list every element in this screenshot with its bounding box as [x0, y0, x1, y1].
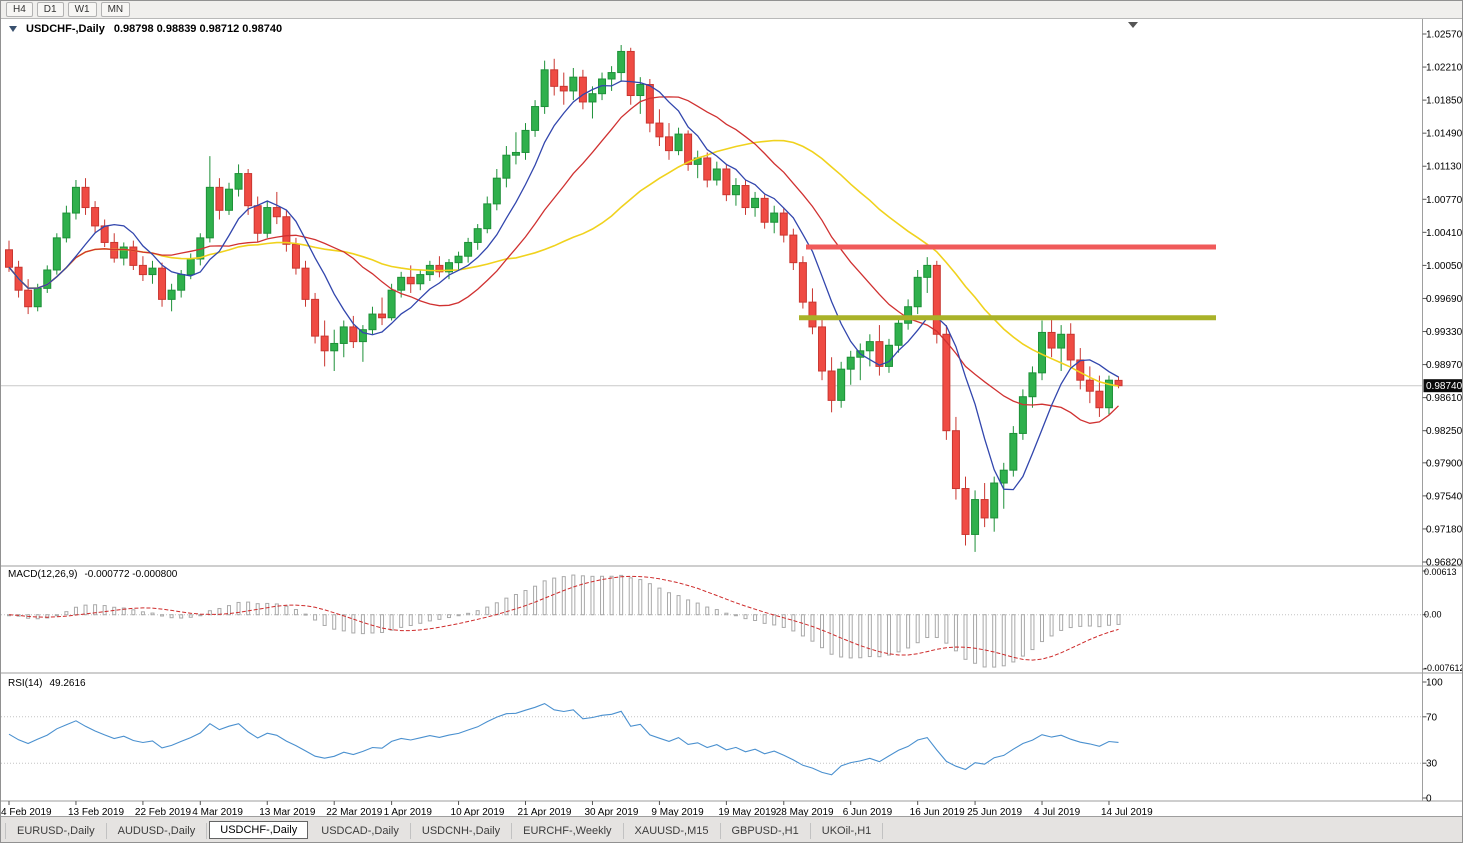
svg-text:16 Jun 2019: 16 Jun 2019: [910, 807, 965, 818]
svg-text:0.00613: 0.00613: [1424, 567, 1457, 577]
svg-text:1.02570: 1.02570: [1426, 30, 1463, 41]
svg-text:0.98610: 0.98610: [1426, 393, 1463, 404]
timeframe-button-mn[interactable]: MN: [100, 2, 131, 17]
svg-text:1.01850: 1.01850: [1426, 96, 1463, 107]
svg-text:1.00050: 1.00050: [1426, 261, 1463, 272]
svg-text:0.99330: 0.99330: [1426, 327, 1463, 338]
svg-text:1.02210: 1.02210: [1426, 63, 1463, 74]
svg-text:4 Jul 2019: 4 Jul 2019: [1034, 807, 1081, 818]
svg-text:1.01490: 1.01490: [1426, 129, 1463, 140]
svg-text:28 May 2019: 28 May 2019: [776, 807, 834, 818]
svg-text:0.97900: 0.97900: [1426, 458, 1463, 469]
rsi-line: [8, 702, 1119, 776]
rsi-axis[interactable]: 100 70 30 0: [1422, 678, 1444, 805]
svg-text:-0.0076122: -0.0076122: [1424, 663, 1463, 673]
svg-text:22 Feb 2019: 22 Feb 2019: [135, 807, 192, 818]
macd-indicator-name: MACD(12,26,9): [8, 569, 78, 580]
svg-text:4 Mar 2019: 4 Mar 2019: [192, 807, 243, 818]
chart-canvas[interactable]: 1.02570 1.02210 1.01850 1.01490 1.01130 1.007…: [1, 19, 1463, 818]
chart-header: USDCHF-,Daily 0.98798 0.98839 0.98712 0.…: [9, 23, 282, 35]
chart-tab-eurchf-weekly[interactable]: EURCHF-,Weekly: [512, 823, 624, 839]
rsi-indicator-name: RSI(14): [8, 678, 43, 689]
chart-background: [1, 19, 1462, 818]
svg-text:30 Apr 2019: 30 Apr 2019: [584, 807, 638, 818]
chart-tab-usdchf-daily[interactable]: USDCHF-,Daily: [209, 821, 309, 839]
svg-text:4 Feb 2019: 4 Feb 2019: [1, 807, 52, 818]
svg-text:70: 70: [1426, 712, 1438, 723]
current-price-badge: [1423, 379, 1462, 393]
svg-text:14 Jul 2019: 14 Jul 2019: [1101, 807, 1153, 818]
svg-text:1.00770: 1.00770: [1426, 195, 1463, 206]
rsi-indicator-value: 49.2616: [49, 678, 86, 689]
date-axis[interactable]: 4 Feb 2019 13 Feb 2019 22 Feb 2019 4 Mar 20…: [1, 801, 1153, 818]
chart-shift-marker-icon[interactable]: [1128, 22, 1138, 28]
svg-text:1.01130: 1.01130: [1426, 162, 1462, 173]
svg-text:1.00410: 1.00410: [1426, 228, 1463, 239]
chart-tab-ukoil-h1[interactable]: UKOil-,H1: [811, 823, 884, 839]
svg-text:13 Feb 2019: 13 Feb 2019: [68, 807, 125, 818]
svg-text:0: 0: [1426, 794, 1432, 805]
svg-text:10 Apr 2019: 10 Apr 2019: [451, 807, 505, 818]
svg-text:19 May 2019: 19 May 2019: [718, 807, 776, 818]
svg-text:13 Mar 2019: 13 Mar 2019: [259, 807, 316, 818]
timeframe-button-h4[interactable]: H4: [6, 2, 33, 17]
chart-tab-usdcnh-daily[interactable]: USDCNH-,Daily: [411, 823, 513, 839]
svg-text:0.99690: 0.99690: [1426, 294, 1463, 305]
svg-text:25 Jun 2019: 25 Jun 2019: [967, 807, 1022, 818]
svg-text:100: 100: [1426, 678, 1443, 689]
svg-text:0.97180: 0.97180: [1426, 524, 1463, 535]
chart-tab-audusd-daily[interactable]: AUDUSD-,Daily: [107, 823, 208, 839]
timeframe-button-d1[interactable]: D1: [36, 2, 64, 17]
chart-tab-gbpusd-h1[interactable]: GBPUSD-,H1: [721, 823, 811, 839]
price-axis[interactable]: 1.02570 1.02210 1.01850 1.01490 1.01130 1.007…: [1422, 30, 1463, 569]
svg-text:0.97540: 0.97540: [1426, 491, 1463, 502]
svg-text:0.98740: 0.98740: [1426, 381, 1463, 392]
macd-signal-line: [8, 575, 1119, 661]
chart-menu-icon[interactable]: [9, 26, 17, 32]
svg-text:6 Jun 2019: 6 Jun 2019: [843, 807, 893, 818]
chart-tab-eurusd-daily[interactable]: EURUSD-,Daily: [5, 823, 107, 839]
rsi-panel-label: RSI(14) 49.2616: [8, 678, 86, 689]
timeframe-toolbar: H4 D1 W1 MN: [1, 1, 1462, 19]
chart-tab-usdcad-daily[interactable]: USDCAD-,Daily: [310, 823, 411, 839]
svg-text:21 Apr 2019: 21 Apr 2019: [518, 807, 572, 818]
macd-indicator-values: -0.000772 -0.000800: [84, 569, 178, 580]
svg-text:0.96820: 0.96820: [1426, 558, 1463, 569]
svg-text:9 May 2019: 9 May 2019: [651, 807, 704, 818]
svg-text:1 Apr 2019: 1 Apr 2019: [384, 807, 433, 818]
chart-ohlc-values: 0.98798 0.98839 0.98712 0.98740: [113, 23, 283, 35]
ma-medium-red: [8, 96, 1119, 424]
chart-tabs-bar: EURUSD-,Daily AUDUSD-,Daily USDCHF-,Daily U…: [1, 816, 1462, 842]
svg-text:22 Mar 2019: 22 Mar 2019: [326, 807, 383, 818]
timeframe-button-w1[interactable]: W1: [67, 2, 97, 17]
svg-text:30: 30: [1426, 759, 1438, 770]
svg-text:0.98250: 0.98250: [1426, 426, 1463, 437]
macd-axis[interactable]: 0.00613 0.00 -0.0076122: [1422, 567, 1463, 673]
chart-symbol-label: USDCHF-,Daily: [26, 23, 105, 35]
macd-panel-label: MACD(12,26,9) -0.000772 -0.000800: [8, 569, 177, 580]
svg-text:0.00: 0.00: [1424, 610, 1442, 620]
chart-tab-xauusd-m15[interactable]: XAUUSD-,M15: [624, 823, 721, 839]
svg-text:0.98970: 0.98970: [1426, 360, 1463, 371]
